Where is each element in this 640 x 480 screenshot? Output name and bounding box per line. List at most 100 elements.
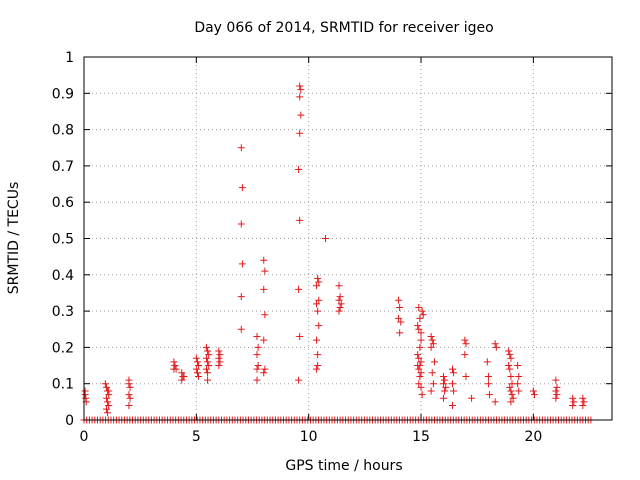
- data-point: [315, 296, 323, 304]
- data-point: [216, 358, 224, 366]
- data-point: [81, 391, 89, 399]
- data-point: [427, 343, 435, 351]
- data-point: [417, 358, 425, 366]
- data-point: [237, 293, 245, 301]
- x-tick-label: 0: [80, 429, 89, 445]
- data-point: [417, 369, 425, 377]
- data-point: [296, 333, 304, 341]
- data-point: [439, 394, 447, 402]
- data-point: [315, 278, 323, 286]
- data-point: [579, 401, 587, 409]
- data-point: [296, 82, 304, 90]
- data-point: [419, 311, 427, 319]
- data-point: [202, 354, 210, 362]
- data-point: [509, 394, 517, 402]
- data-point: [529, 387, 537, 395]
- data-point: [335, 307, 343, 315]
- data-point: [261, 365, 269, 373]
- data-point: [450, 387, 458, 395]
- data-point: [462, 372, 470, 380]
- data-point: [416, 343, 424, 351]
- data-point: [170, 358, 178, 366]
- data-point: [261, 311, 269, 319]
- data-point: [461, 351, 469, 359]
- data-point: [215, 362, 223, 370]
- x-axis-tick-labels: 0 5 10 15 20: [80, 429, 543, 445]
- axis-ticks: [83, 56, 612, 421]
- data-point: [193, 369, 201, 377]
- data-point: [192, 354, 200, 362]
- data-point: [314, 274, 322, 282]
- data-point: [579, 394, 587, 402]
- data-point: [205, 351, 213, 359]
- data-point: [507, 398, 515, 406]
- data-point: [570, 398, 578, 406]
- data-point: [506, 365, 514, 373]
- data-point: [552, 394, 560, 402]
- data-point: [195, 362, 203, 370]
- data-point: [253, 351, 261, 359]
- data-point: [428, 336, 436, 344]
- data-point: [237, 220, 245, 228]
- data-point: [415, 303, 423, 311]
- data-series: [81, 82, 588, 417]
- data-point: [315, 322, 323, 330]
- data-point: [552, 387, 560, 395]
- data-point: [313, 336, 321, 344]
- x-tick-label: 15: [412, 429, 430, 445]
- data-point: [553, 391, 561, 399]
- data-point: [396, 303, 404, 311]
- data-point: [507, 372, 515, 380]
- data-point: [192, 365, 200, 373]
- data-point: [102, 394, 110, 402]
- data-point: [313, 300, 321, 308]
- y-tick-label: 0.5: [52, 232, 74, 248]
- data-point: [507, 387, 515, 395]
- data-point: [193, 358, 201, 366]
- data-point: [314, 307, 322, 315]
- data-point: [483, 358, 491, 366]
- data-point: [204, 369, 212, 377]
- data-point: [552, 376, 560, 384]
- data-point: [204, 347, 212, 355]
- data-point: [335, 296, 343, 304]
- data-point: [428, 369, 436, 377]
- data-point: [417, 383, 425, 391]
- data-point: [204, 376, 212, 384]
- x-axis-title: GPS time / hours: [285, 458, 402, 474]
- data-point: [441, 387, 449, 395]
- data-point: [448, 401, 456, 409]
- y-tick-label: 0.9: [52, 86, 74, 102]
- data-point: [295, 376, 303, 384]
- data-point: [427, 387, 435, 395]
- data-point: [254, 362, 262, 370]
- data-point: [313, 365, 321, 373]
- data-point: [295, 285, 303, 293]
- data-point: [439, 372, 447, 380]
- data-point: [295, 166, 303, 174]
- data-point: [178, 376, 186, 384]
- data-point: [171, 362, 179, 370]
- data-point: [396, 329, 404, 337]
- data-point: [253, 376, 261, 384]
- data-point: [104, 398, 112, 406]
- data-point: [260, 285, 268, 293]
- data-point: [216, 351, 224, 359]
- data-point: [506, 383, 514, 391]
- data-point: [314, 362, 322, 370]
- data-point: [125, 391, 133, 399]
- grid-lines: [84, 57, 612, 420]
- data-point: [429, 380, 437, 388]
- data-point: [105, 387, 113, 395]
- data-point: [553, 383, 561, 391]
- data-point: [260, 256, 268, 264]
- data-point: [125, 401, 133, 409]
- data-point: [491, 398, 499, 406]
- data-point: [415, 325, 423, 333]
- data-point: [569, 394, 577, 402]
- x-tick-label: 20: [524, 429, 542, 445]
- y-tick-label: 0.7: [52, 159, 74, 175]
- data-point: [530, 391, 538, 399]
- data-point: [202, 365, 210, 373]
